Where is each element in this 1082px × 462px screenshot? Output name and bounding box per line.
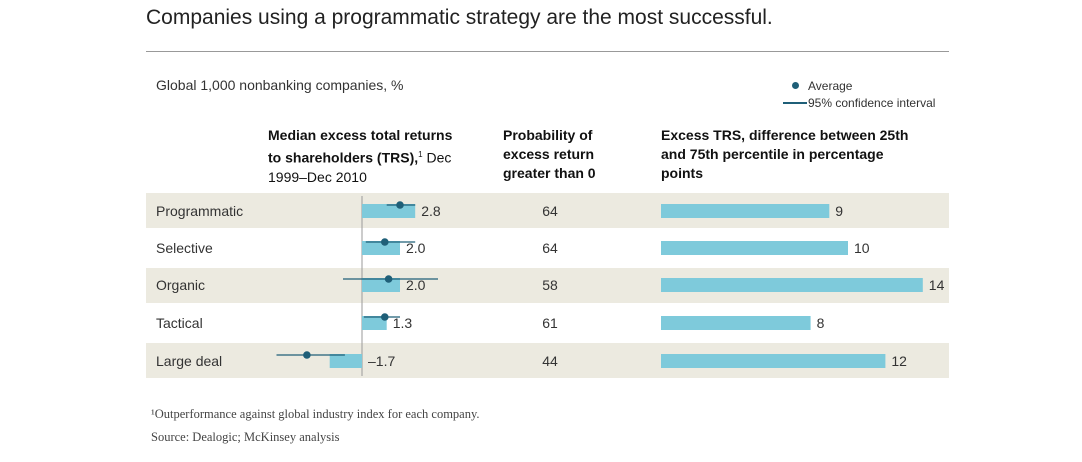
spread-value-label: 9 (835, 203, 843, 219)
average-marker (396, 201, 404, 209)
chart-subtitle: Global 1,000 nonbanking companies, % (156, 77, 404, 93)
spread-bar (661, 241, 848, 255)
spread-bar (661, 204, 830, 218)
legend-average: Average (782, 77, 935, 94)
trs-bar (362, 316, 387, 330)
trs-column-header: Median excess total returns to sharehold… (268, 126, 468, 187)
trs-value-label: 2.8 (421, 203, 441, 219)
spread-value-label: 14 (929, 277, 945, 293)
trs-bar (329, 354, 362, 368)
spread-value-label: 8 (817, 315, 825, 331)
probability-value: 44 (542, 353, 558, 369)
category-label: Programmatic (156, 203, 244, 219)
spread-bar (661, 278, 923, 292)
average-marker (381, 238, 389, 246)
probability-value: 64 (542, 240, 558, 256)
trs-value-label: 2.0 (406, 240, 426, 256)
category-label: Selective (156, 240, 213, 256)
average-marker (303, 351, 311, 359)
probability-value: 61 (542, 315, 558, 331)
trs-bar (362, 204, 416, 218)
footnote: ¹Outperformance against global industry … (151, 407, 480, 421)
probability-column-header: Probability of excess return greater tha… (503, 126, 633, 183)
source-note: Source: Dealogic; McKinsey analysis (151, 430, 340, 444)
ci-line-icon (782, 101, 808, 104)
spread-bar (661, 316, 811, 330)
spread-value-label: 12 (891, 353, 907, 369)
probability-value: 64 (542, 203, 558, 219)
category-label: Large deal (156, 353, 223, 369)
footnote-marker: 1 (418, 150, 423, 159)
probability-header-text: Probability of excess return greater tha… (503, 127, 596, 181)
chart-title: Companies using a programmatic strategy … (146, 6, 773, 29)
spread-bar (661, 354, 886, 368)
trs-value-label: 1.3 (393, 315, 413, 331)
trs-bar (362, 278, 400, 292)
spread-value-label: 10 (854, 240, 870, 256)
spread-column-header: Excess TRS, difference between 25th and … (661, 126, 911, 183)
legend-average-label: Average (808, 78, 853, 93)
trs-header-bold: Median excess total returns to sharehold… (268, 127, 453, 166)
trs-header-period: Dec 1999–Dec 2010 (268, 149, 452, 185)
legend: Average 95% confidence interval (782, 77, 935, 111)
average-dot-icon (782, 82, 808, 89)
trs-value-label: –1.7 (368, 353, 395, 369)
probability-value: 58 (542, 277, 558, 293)
trs-value-label: 2.0 (406, 277, 426, 293)
trs-bar (362, 241, 400, 255)
average-marker (384, 275, 393, 283)
average-marker (381, 313, 389, 321)
category-label: Tactical (156, 315, 203, 331)
spread-header-text: Excess TRS, difference between 25th and … (661, 127, 909, 181)
title-divider (146, 51, 949, 52)
legend-ci-label: 95% confidence interval (808, 95, 936, 110)
category-label: Organic (156, 277, 206, 293)
legend-ci: 95% confidence interval (782, 94, 935, 111)
